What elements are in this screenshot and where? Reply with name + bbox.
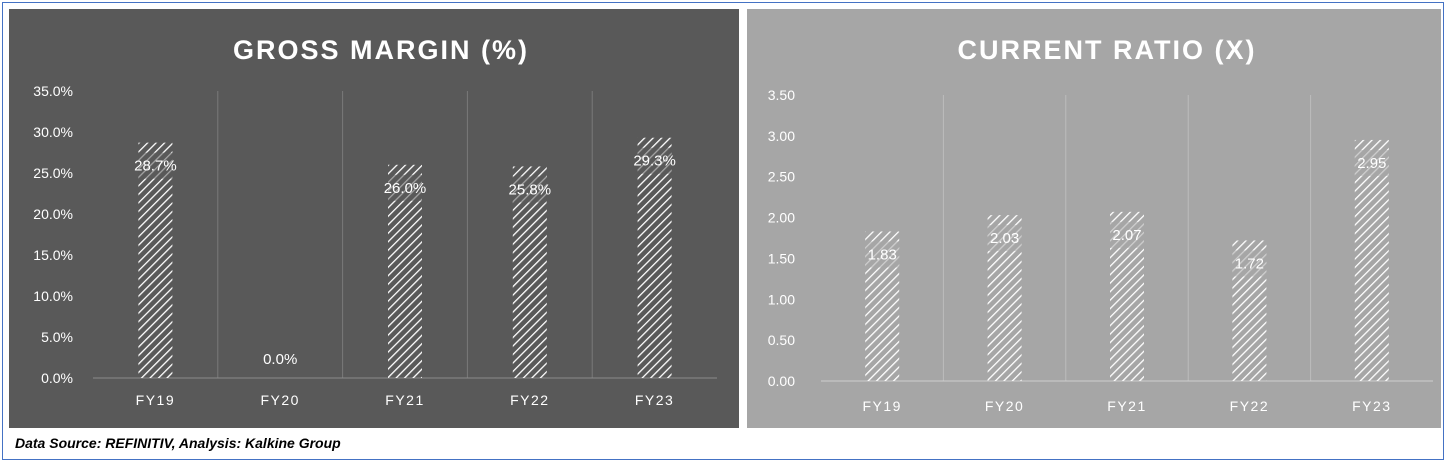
chart0-y-tick-label: 15.0%	[33, 247, 73, 263]
gross-margin-title: GROSS MARGIN (%)	[233, 35, 529, 65]
chart1-y-tick-label: 1.00	[768, 291, 795, 307]
chart1-y-tick-label: 0.00	[768, 373, 795, 389]
chart0-bar-fy23	[637, 137, 672, 378]
chart1-category-label-fy20: FY20	[985, 398, 1024, 414]
chart1-y-tick-label: 2.50	[768, 169, 795, 185]
chart0-data-label-fy20: 0.0%	[263, 351, 297, 368]
chart1-data-label-bg	[987, 225, 1022, 252]
chart0-category-label-fy21: FY21	[385, 392, 424, 408]
chart1-category-label-fy22: FY22	[1230, 398, 1269, 414]
chart0-y-tick-label: 10.0%	[33, 288, 73, 304]
gross-margin-chart: GROSS MARGIN (%) 0.0% 5.0% 10.0% 15.0% 20.0% 2…	[33, 35, 717, 408]
chart1-data-label-bg	[1232, 250, 1267, 277]
chart1-category-label-fy23: FY23	[1352, 398, 1391, 414]
chart0-bar-fy19	[138, 142, 173, 378]
chart1-bar-fy23	[1354, 139, 1389, 381]
current-ratio-title: CURRENT RATIO (X)	[958, 35, 1257, 65]
chart0-data-label-bg	[388, 174, 422, 201]
chart0-data-label-bg	[138, 152, 173, 179]
chart1-data-label-bg	[1110, 221, 1144, 248]
chart1-y-tick-label: 3.00	[768, 128, 795, 144]
chart1-category-label-fy19: FY19	[862, 398, 901, 414]
chart1-y-tick-label: 2.00	[768, 210, 795, 226]
chart0-data-label-bg	[512, 176, 547, 203]
data-source-note: Data Source: REFINITIV, Analysis: Kalkin…	[15, 435, 341, 451]
chart0-y-tick-label: 5.0%	[41, 329, 73, 345]
current-ratio-chart-panel: CURRENT RATIO (X) 0.00 0.50 1.00 1.50 2.00 2.5…	[747, 9, 1441, 428]
chart1-data-label-fy20: 2.03	[990, 230, 1019, 247]
current-ratio-chart: CURRENT RATIO (X) 0.00 0.50 1.00 1.50 2.00 2.5…	[768, 35, 1433, 414]
chart0-y-tick-label: 0.0%	[41, 370, 73, 386]
chart1-data-label-bg	[865, 241, 900, 268]
chart0-category-label-fy23: FY23	[635, 392, 674, 408]
chart0-category-label-fy19: FY19	[136, 392, 175, 408]
chart1-data-label-fy19: 1.83	[868, 246, 897, 263]
chart1-data-label-fy23: 2.95	[1357, 155, 1386, 172]
chart0-category-label-fy22: FY22	[510, 392, 549, 408]
chart1-data-label-bg	[1354, 149, 1389, 176]
chart0-y-tick-label: 35.0%	[33, 83, 73, 99]
chart0-y-tick-label: 20.0%	[33, 206, 73, 222]
chart0-y-tick-label: 25.0%	[33, 165, 73, 181]
chart1-y-tick-label: 3.50	[768, 87, 795, 103]
chart0-data-label-fy19: 28.7%	[134, 158, 177, 175]
chart0-data-label-fy21: 26.0%	[384, 180, 427, 197]
chart0-category-label-fy20: FY20	[260, 392, 299, 408]
chart1-y-tick-label: 0.50	[768, 332, 795, 348]
chart1-data-label-fy21: 2.07	[1112, 227, 1141, 244]
chart1-y-tick-label: 1.50	[768, 250, 795, 266]
chart0-data-label-fy23: 29.3%	[633, 153, 676, 170]
chart0-data-label-bg	[637, 147, 672, 174]
chart1-category-label-fy21: FY21	[1107, 398, 1146, 414]
chart1-data-label-fy22: 1.72	[1235, 255, 1264, 272]
chart0-data-label-fy22: 25.8%	[509, 181, 552, 198]
gross-margin-chart-panel: GROSS MARGIN (%) 0.0% 5.0% 10.0% 15.0% 20.0% 2…	[9, 9, 739, 428]
chart0-y-tick-label: 30.0%	[33, 124, 73, 140]
